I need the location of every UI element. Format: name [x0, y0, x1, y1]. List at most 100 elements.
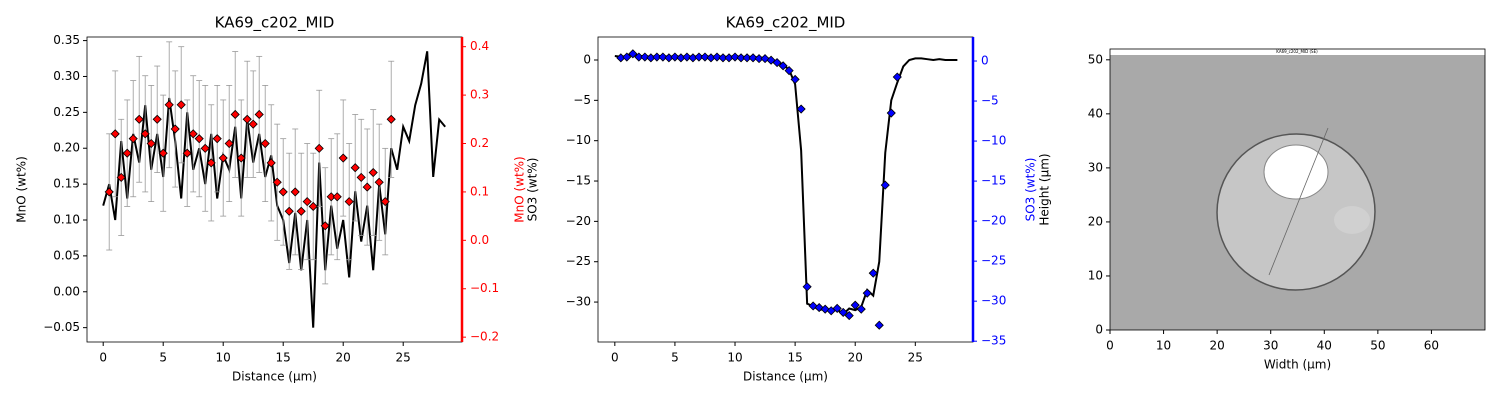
diamond-marker	[104, 187, 114, 197]
sem-image: KA69_c202_MID (SE)	[1110, 49, 1485, 330]
diamond-marker	[326, 192, 336, 202]
x-tick-label: 30	[1263, 339, 1278, 353]
diamond-marker	[296, 206, 306, 216]
diamond-marker	[242, 114, 252, 124]
diamond-marker	[110, 129, 120, 139]
y2-tick-label: 0.4	[470, 39, 489, 53]
y-tick-label: 0.35	[53, 33, 80, 47]
y-axis-label: Height (µm)	[1038, 153, 1052, 225]
x-tick-label: 20	[848, 351, 863, 365]
y2-tick-label: −20	[981, 214, 1006, 228]
y2-tick-label: 0.0	[470, 233, 489, 247]
diamond-marker	[332, 192, 342, 202]
plot-frame	[1109, 48, 1486, 331]
diamond-marker	[272, 177, 282, 187]
diamond-marker	[284, 206, 294, 216]
diamond-marker	[188, 129, 198, 139]
x-tick-label: 20	[1210, 339, 1225, 353]
diamond-marker	[140, 129, 150, 139]
y-tick-label: 0.30	[53, 69, 80, 83]
diamond-marker	[368, 167, 378, 178]
x-tick-label: 10	[216, 351, 231, 365]
x-tick-label: 25	[396, 351, 411, 365]
y-tick-label: −25	[566, 254, 591, 268]
diamond-marker	[248, 119, 258, 129]
diamond-marker	[832, 303, 842, 313]
grain	[1216, 133, 1376, 291]
y-tick-label: 0.20	[53, 141, 80, 155]
diamond-marker	[380, 197, 390, 207]
diamond-marker	[164, 100, 174, 110]
diamond-marker	[652, 52, 662, 62]
diamond-marker	[874, 320, 884, 330]
y2-tick-label: −10	[981, 134, 1006, 148]
data-line	[102, 51, 446, 328]
data-line	[614, 52, 958, 316]
y-axis-label: MnO (wt%)	[15, 156, 29, 223]
diamond-marker	[314, 143, 324, 153]
x-tick-label: 25	[908, 351, 923, 365]
diamond-marker	[754, 54, 764, 64]
x-tick-label: 10	[1156, 339, 1171, 353]
diamond-marker	[796, 104, 806, 114]
diamond-marker	[658, 52, 668, 62]
diamond-marker	[712, 52, 722, 62]
diamond-marker	[224, 138, 234, 149]
profile-line	[1268, 127, 1329, 276]
y2-tick-label: −0.2	[470, 330, 499, 344]
diamond-marker	[856, 304, 866, 314]
y-tick-label: 0	[583, 52, 591, 66]
x-tick-label: 60	[1424, 339, 1439, 353]
diamond-marker	[634, 52, 644, 62]
chart-title: KA69_c202_MID	[215, 14, 335, 33]
diamond-marker	[254, 109, 264, 120]
x-tick-label: 50	[1370, 339, 1385, 353]
diamond-marker	[290, 187, 300, 197]
x-tick-label: 5	[159, 351, 167, 365]
plot-frame	[597, 36, 974, 343]
diamond-marker	[128, 134, 138, 144]
diamond-marker	[302, 197, 312, 207]
diamond-marker	[640, 52, 650, 62]
diamond-marker	[206, 158, 216, 168]
image-header	[1110, 49, 1485, 55]
x-axis-label: Distance (µm)	[232, 370, 317, 384]
diamond-marker	[838, 307, 848, 317]
x-tick-label: 0	[1106, 339, 1114, 353]
diamond-marker	[356, 172, 366, 182]
x-tick-label: 40	[1317, 339, 1332, 353]
y-tick-label: −30	[566, 295, 591, 309]
diamond-marker	[742, 53, 752, 63]
diamond-marker	[892, 72, 902, 82]
y-tick-label: −20	[566, 214, 591, 228]
y2-tick-label: −15	[981, 174, 1006, 188]
diamond-marker	[694, 52, 704, 62]
y-tick-label: 30	[1088, 160, 1103, 174]
y2-axis-label: MnO (wt%)	[513, 156, 527, 223]
diamond-marker	[212, 134, 222, 144]
x-tick-label: 10	[727, 351, 742, 365]
diamond-marker	[880, 180, 890, 190]
x-tick-label: 15	[787, 351, 802, 365]
diamond-marker	[266, 158, 276, 168]
diamond-marker	[622, 52, 632, 62]
diamond-marker	[230, 109, 240, 120]
y2-tick-label: 0.2	[470, 136, 489, 150]
y-tick-label: 40	[1088, 106, 1103, 120]
diamond-marker	[278, 187, 288, 197]
y2-axis-label: SO3 (wt%)	[1024, 158, 1038, 222]
y2-tick-label: 0	[981, 54, 989, 68]
y2-tick-label: −35	[981, 334, 1006, 348]
grain-detail	[1334, 206, 1370, 234]
diamond-marker	[362, 182, 372, 192]
diamond-marker	[260, 138, 270, 149]
diamond-marker	[778, 61, 788, 71]
y2-tick-label: 0.1	[470, 184, 489, 198]
y-tick-label: 0.25	[53, 105, 80, 119]
diamond-marker	[176, 100, 186, 110]
diamond-marker	[122, 148, 132, 158]
diamond-marker	[200, 143, 210, 153]
diamond-marker	[766, 55, 776, 65]
diamond-marker	[194, 134, 204, 144]
diamond-marker	[386, 114, 396, 124]
